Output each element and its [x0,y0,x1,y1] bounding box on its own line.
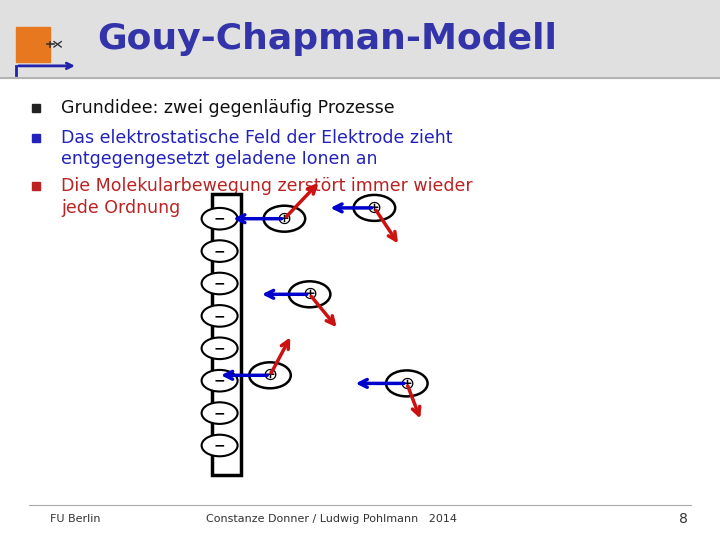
Text: ⊕: ⊕ [366,199,382,217]
Ellipse shape [202,338,238,359]
Text: ⊕: ⊕ [276,210,292,228]
Text: entgegengesetzt geladene Ionen an: entgegengesetzt geladene Ionen an [61,150,378,168]
Text: 8: 8 [679,512,688,526]
Text: ⊕: ⊕ [302,285,318,303]
Ellipse shape [386,370,428,396]
Text: Grundidee: zwei gegenläufig Prozesse: Grundidee: zwei gegenläufig Prozesse [61,99,395,117]
Bar [212,194,241,475]
Text: −: − [214,309,225,323]
Text: −: − [214,212,225,226]
Bar [16,27,50,62]
Text: −: − [214,406,225,420]
Text: Constanze Donner / Ludwig Pohlmann   2014: Constanze Donner / Ludwig Pohlmann 2014 [206,515,456,524]
Text: −: − [214,438,225,453]
Ellipse shape [202,370,238,392]
Ellipse shape [202,240,238,262]
Ellipse shape [202,208,238,230]
Text: −: − [214,276,225,291]
Text: Gouy-Chapman-Modell: Gouy-Chapman-Modell [97,22,557,56]
Ellipse shape [354,195,395,221]
Ellipse shape [249,362,291,388]
Ellipse shape [202,273,238,294]
Ellipse shape [264,206,305,232]
Text: jede Ordnung: jede Ordnung [61,199,181,217]
Ellipse shape [202,435,238,456]
Ellipse shape [289,281,330,307]
Text: −: − [214,244,225,258]
Text: −: − [214,374,225,388]
Text: ⊕: ⊕ [399,374,415,393]
Text: ⊕: ⊕ [262,366,278,384]
Ellipse shape [202,402,238,424]
Text: −: − [214,341,225,355]
Ellipse shape [202,305,238,327]
Text: Die Molekularbewegung zerstört immer wieder: Die Molekularbewegung zerstört immer wie… [61,177,473,195]
Bar [0,0,720,78]
Text: Das elektrostatische Feld der Elektrode zieht: Das elektrostatische Feld der Elektrode … [61,129,453,147]
Text: FU Berlin: FU Berlin [50,515,101,524]
